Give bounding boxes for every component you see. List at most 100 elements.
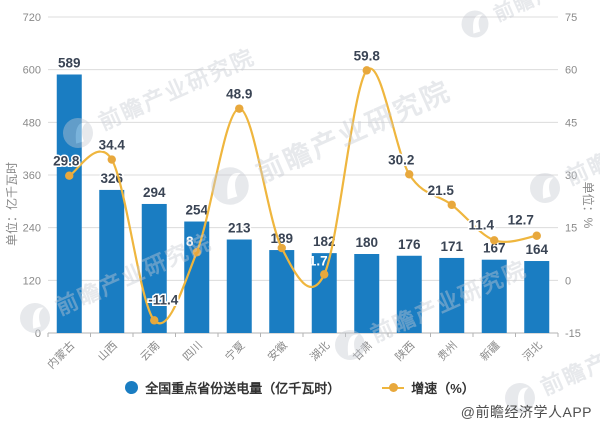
line-series-swatch-icon: [382, 381, 405, 394]
bar: [184, 221, 210, 333]
watermark-logo-icon: [63, 118, 93, 148]
line-point: [192, 248, 201, 257]
bar-value-label: 294: [143, 185, 166, 200]
watermark-logo-icon: [461, 10, 489, 38]
line-point: [65, 171, 74, 180]
left-axis-tick: 360: [23, 170, 41, 182]
legend-label-bar-series: 全国重点省份送电量（亿千瓦时）: [145, 381, 341, 396]
bar: [56, 74, 82, 333]
line-value-label: 21.5: [428, 183, 455, 198]
line-value-label: 1.7: [309, 253, 328, 268]
line-point: [362, 66, 371, 75]
bar-value-label: 171: [440, 239, 463, 254]
watermark-bird-icon: [347, 334, 359, 356]
line-value-label: 8: [186, 234, 194, 249]
left-axis-tick: 240: [23, 223, 41, 235]
x-category-label: 新疆: [477, 338, 502, 363]
bar: [439, 257, 465, 333]
watermark-text: 前瞻产业研究院: [490, 0, 600, 26]
left-axis-tick: 0: [35, 328, 41, 340]
right-axis-tick: 60: [565, 65, 577, 77]
line-point: [277, 243, 286, 253]
watermark: 前瞻产业研究院: [530, 99, 600, 203]
bar-value-label: 589: [58, 55, 81, 70]
bar-value-label: 180: [355, 235, 378, 250]
x-category-label: 宁夏: [222, 338, 247, 363]
watermark-text: 前瞻产业研究院: [251, 75, 455, 189]
watermark-logo-icon: [335, 330, 365, 360]
bar-value-label: 176: [398, 237, 421, 252]
growth-line: [68, 67, 537, 325]
watermark-logo-icon: [530, 173, 560, 203]
line-point: [150, 316, 159, 325]
watermark-bird-icon: [227, 172, 241, 200]
x-category-label: 湖北: [308, 339, 333, 364]
line-point: [107, 155, 116, 164]
bar-value-label: 182: [313, 234, 336, 249]
bar: [99, 189, 125, 333]
right-axis-tick: 0: [565, 275, 571, 287]
watermark-logo-icon: [505, 383, 535, 413]
line-point: [532, 231, 541, 240]
legend-item-line-series: 增速（%）: [382, 378, 475, 397]
x-category-label: 安徽: [264, 338, 289, 363]
bar: [396, 255, 422, 333]
x-category-label: 贵州: [435, 339, 460, 364]
line-value-label: 59.8: [354, 48, 381, 63]
legend-label-line-series: 增速（%）: [411, 381, 475, 396]
line-value-label: 11.4: [468, 217, 494, 232]
watermark-logo-icon: [211, 167, 249, 205]
chart-legend: 全国重点省份送电量（亿千瓦时） 增速（%）: [0, 378, 600, 397]
bar-value-label: 164: [525, 242, 548, 257]
watermark-logo-icon: [20, 303, 50, 333]
right-axis-tick: -15: [565, 328, 581, 340]
x-category-label: 河北: [520, 339, 545, 364]
watermark-bird-icon: [517, 387, 529, 409]
x-category-label: 云南: [138, 339, 163, 364]
watermark-bird-icon: [75, 122, 87, 144]
left-axis-tick: 600: [23, 65, 41, 77]
bar-series-swatch-icon: [125, 381, 139, 394]
bar-value-label: 213: [228, 221, 251, 236]
right-axis-tick: 75: [565, 12, 577, 24]
watermark-bird-icon: [32, 307, 44, 329]
bar-value-label: 189: [270, 231, 293, 246]
line-point: [235, 104, 244, 113]
bar: [311, 253, 337, 333]
bar: [226, 239, 252, 333]
line-point: [490, 236, 499, 245]
x-category-label: 陕西: [392, 338, 417, 363]
bar-value-label: 254: [185, 203, 208, 218]
line-value-label: -11.4: [148, 292, 179, 307]
bar: [354, 254, 380, 333]
line-value-label: 12.7: [508, 213, 534, 228]
bar: [524, 261, 550, 333]
line-value-label: 48.9: [226, 87, 252, 102]
x-category-label: 山西: [95, 339, 120, 364]
line-point: [447, 200, 456, 210]
line-point: [405, 170, 414, 179]
left-axis-tick: 120: [23, 275, 41, 287]
line-value-label: 34.4: [99, 138, 126, 153]
line-point: [320, 270, 329, 279]
bar-value-label: 167: [483, 241, 506, 256]
watermark: 前瞻产业研究院: [461, 0, 600, 38]
watermark-text: 前瞻产业研究院: [562, 99, 600, 190]
source-credit: @前瞻经济学人APP: [460, 404, 592, 420]
watermark-bird-icon: [542, 177, 554, 199]
left-axis-tick: 720: [23, 12, 41, 24]
legend-item-bar-series: 全国重点省份送电量（亿千瓦时）: [125, 378, 340, 397]
x-category-label: 内蒙古: [44, 338, 77, 371]
watermark-bird-icon: [473, 14, 483, 34]
right-axis-tick: 15: [565, 223, 577, 235]
x-category-label: 四川: [181, 340, 205, 364]
right-axis-tick: 45: [565, 117, 577, 129]
left-axis-tick: 480: [23, 117, 41, 129]
line-value-label: 30.2: [388, 152, 414, 167]
bar: [481, 259, 507, 333]
right-axis-tick: 30: [565, 170, 577, 182]
bar: [141, 203, 167, 333]
line-value-label: 29.8: [53, 154, 80, 169]
